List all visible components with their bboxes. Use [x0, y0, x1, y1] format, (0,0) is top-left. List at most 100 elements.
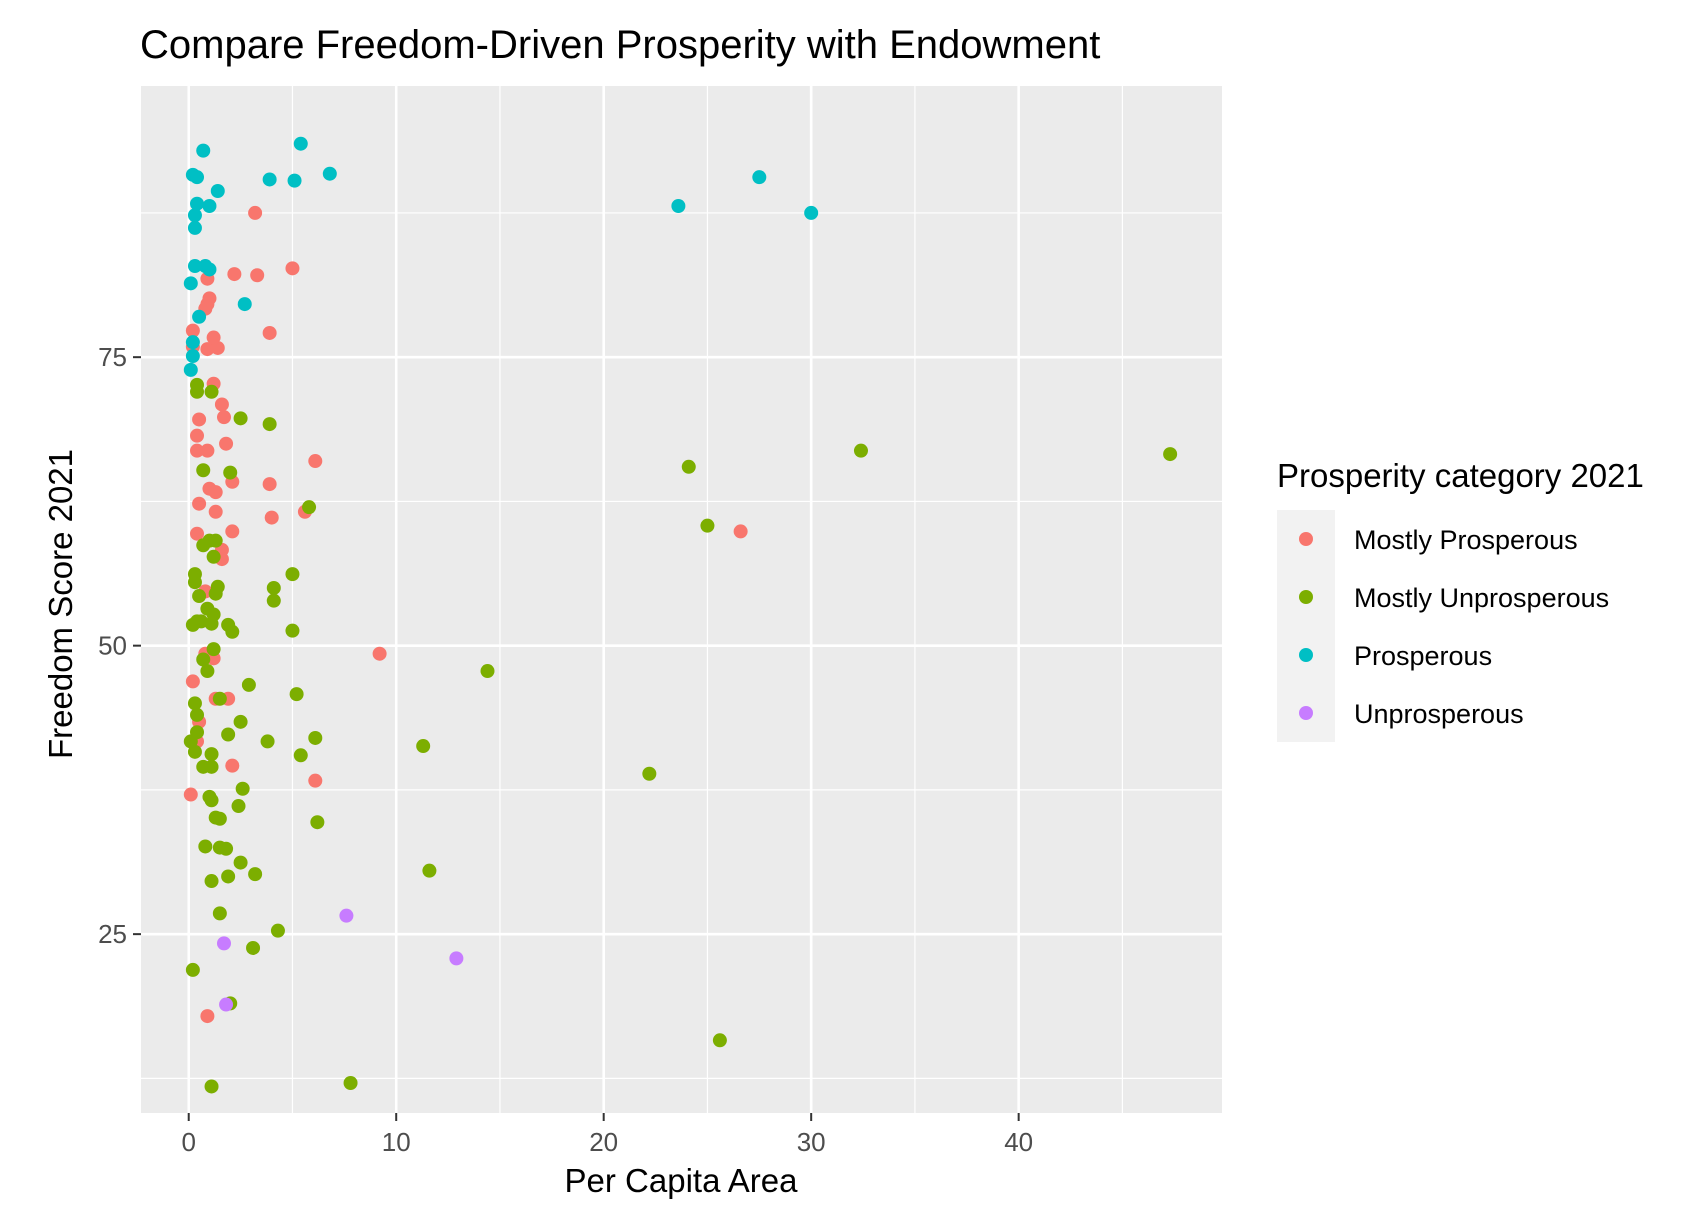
legend-label-prosperous: Prosperous [1354, 641, 1492, 671]
point-prosperous [210, 184, 225, 199]
plot-panel [141, 86, 1222, 1113]
point-mostly-unprosperous [480, 664, 495, 679]
point-unprosperous [339, 908, 354, 923]
point-prosperous [262, 172, 277, 187]
x-axis-title: Per Capita Area [565, 1162, 799, 1199]
major-gridlines [141, 86, 1222, 1113]
point-prosperous [196, 143, 211, 158]
point-mostly-prosperous [190, 428, 205, 443]
point-mostly-prosperous [225, 758, 240, 773]
point-prosperous [187, 259, 202, 274]
point-mostly-prosperous [183, 787, 198, 802]
point-mostly-unprosperous [642, 766, 657, 781]
point-mostly-unprosperous [266, 580, 281, 595]
point-mostly-prosperous [308, 454, 323, 469]
point-mostly-unprosperous [343, 1075, 358, 1090]
x-tick-label: 40 [1004, 1127, 1033, 1157]
point-mostly-prosperous [185, 674, 200, 689]
legend-label-unprosperous: Unprosperous [1354, 699, 1524, 729]
point-mostly-unprosperous [204, 874, 219, 889]
point-mostly-prosperous [262, 477, 277, 492]
point-mostly-unprosperous [212, 691, 227, 706]
point-mostly-unprosperous [190, 384, 205, 399]
point-mostly-prosperous [192, 496, 207, 511]
point-mostly-prosperous [200, 342, 215, 357]
point-mostly-prosperous [248, 205, 263, 220]
point-mostly-unprosperous [289, 687, 304, 702]
y-tick-label: 25 [98, 919, 127, 949]
legend-key-unprosperous [1299, 706, 1313, 720]
legend-label-mostly-prosperous: Mostly Prosperous [1354, 525, 1578, 555]
point-mostly-prosperous [264, 510, 279, 525]
y-axis-ticks: 25 50 75 [98, 342, 141, 949]
minor-gridlines [141, 86, 1222, 1113]
point-prosperous [187, 220, 202, 235]
point-mostly-unprosperous [206, 549, 221, 564]
point-mostly-prosperous [733, 524, 748, 539]
point-mostly-prosperous [206, 330, 221, 345]
point-mostly-unprosperous [204, 1079, 219, 1094]
legend-label-mostly-unprosperous: Mostly Unprosperous [1354, 583, 1609, 613]
point-mostly-unprosperous [198, 839, 213, 854]
point-unprosperous [219, 997, 234, 1012]
point-mostly-unprosperous [206, 642, 221, 657]
y-axis-title: Freedom Score 2021 [42, 449, 79, 759]
point-mostly-prosperous [208, 504, 223, 519]
point-mostly-unprosperous [219, 841, 234, 856]
point-mostly-unprosperous [185, 617, 200, 632]
point-prosperous [185, 349, 200, 364]
point-mostly-prosperous [200, 1009, 215, 1024]
point-mostly-unprosperous [712, 1033, 727, 1048]
point-mostly-prosperous [250, 268, 265, 283]
point-mostly-unprosperous [196, 463, 211, 478]
point-mostly-prosperous [190, 526, 205, 541]
point-prosperous [187, 208, 202, 223]
point-prosperous [190, 170, 205, 185]
point-mostly-unprosperous [196, 538, 211, 553]
point-mostly-unprosperous [185, 962, 200, 977]
legend-key-mostly-unprosperous [1299, 590, 1313, 604]
point-mostly-unprosperous [310, 815, 325, 830]
point-mostly-unprosperous [233, 855, 248, 870]
point-mostly-prosperous [185, 323, 200, 338]
point-mostly-unprosperous [293, 748, 308, 763]
legend-title: Prosperity category 2021 [1277, 457, 1644, 494]
x-tick-label: 10 [382, 1127, 411, 1157]
point-mostly-unprosperous [233, 714, 248, 729]
point-mostly-unprosperous [192, 589, 207, 604]
point-mostly-unprosperous [204, 384, 219, 399]
point-mostly-unprosperous [204, 616, 219, 631]
point-mostly-unprosperous [223, 465, 238, 480]
point-mostly-unprosperous [422, 863, 437, 878]
data-points [183, 136, 1178, 1094]
point-mostly-unprosperous [260, 734, 275, 749]
point-mostly-unprosperous [248, 867, 263, 882]
point-mostly-prosperous [208, 485, 223, 500]
point-mostly-unprosperous [204, 793, 219, 808]
legend: Prosperity category 2021 Mostly Prospero… [1277, 457, 1644, 742]
point-mostly-unprosperous [416, 739, 431, 754]
point-mostly-unprosperous [233, 411, 248, 426]
x-tick-label: 30 [797, 1127, 826, 1157]
point-mostly-prosperous [262, 325, 277, 340]
point-mostly-unprosperous [302, 500, 317, 515]
point-prosperous [752, 170, 767, 185]
legend-key-prosperous [1299, 648, 1313, 662]
legend-key-mostly-prosperous [1299, 532, 1313, 546]
point-mostly-unprosperous [187, 696, 202, 711]
point-prosperous [183, 362, 198, 377]
point-prosperous [202, 262, 217, 277]
point-mostly-prosperous [219, 436, 234, 451]
point-mostly-unprosperous [266, 593, 281, 608]
point-prosperous [293, 136, 308, 151]
point-mostly-unprosperous [204, 759, 219, 774]
point-mostly-prosperous [372, 646, 387, 661]
point-prosperous [237, 297, 252, 312]
point-prosperous [192, 309, 207, 324]
point-mostly-unprosperous [853, 443, 868, 458]
point-mostly-unprosperous [190, 707, 205, 722]
point-mostly-unprosperous [221, 727, 236, 742]
point-unprosperous [449, 951, 464, 966]
point-mostly-prosperous [225, 524, 240, 539]
